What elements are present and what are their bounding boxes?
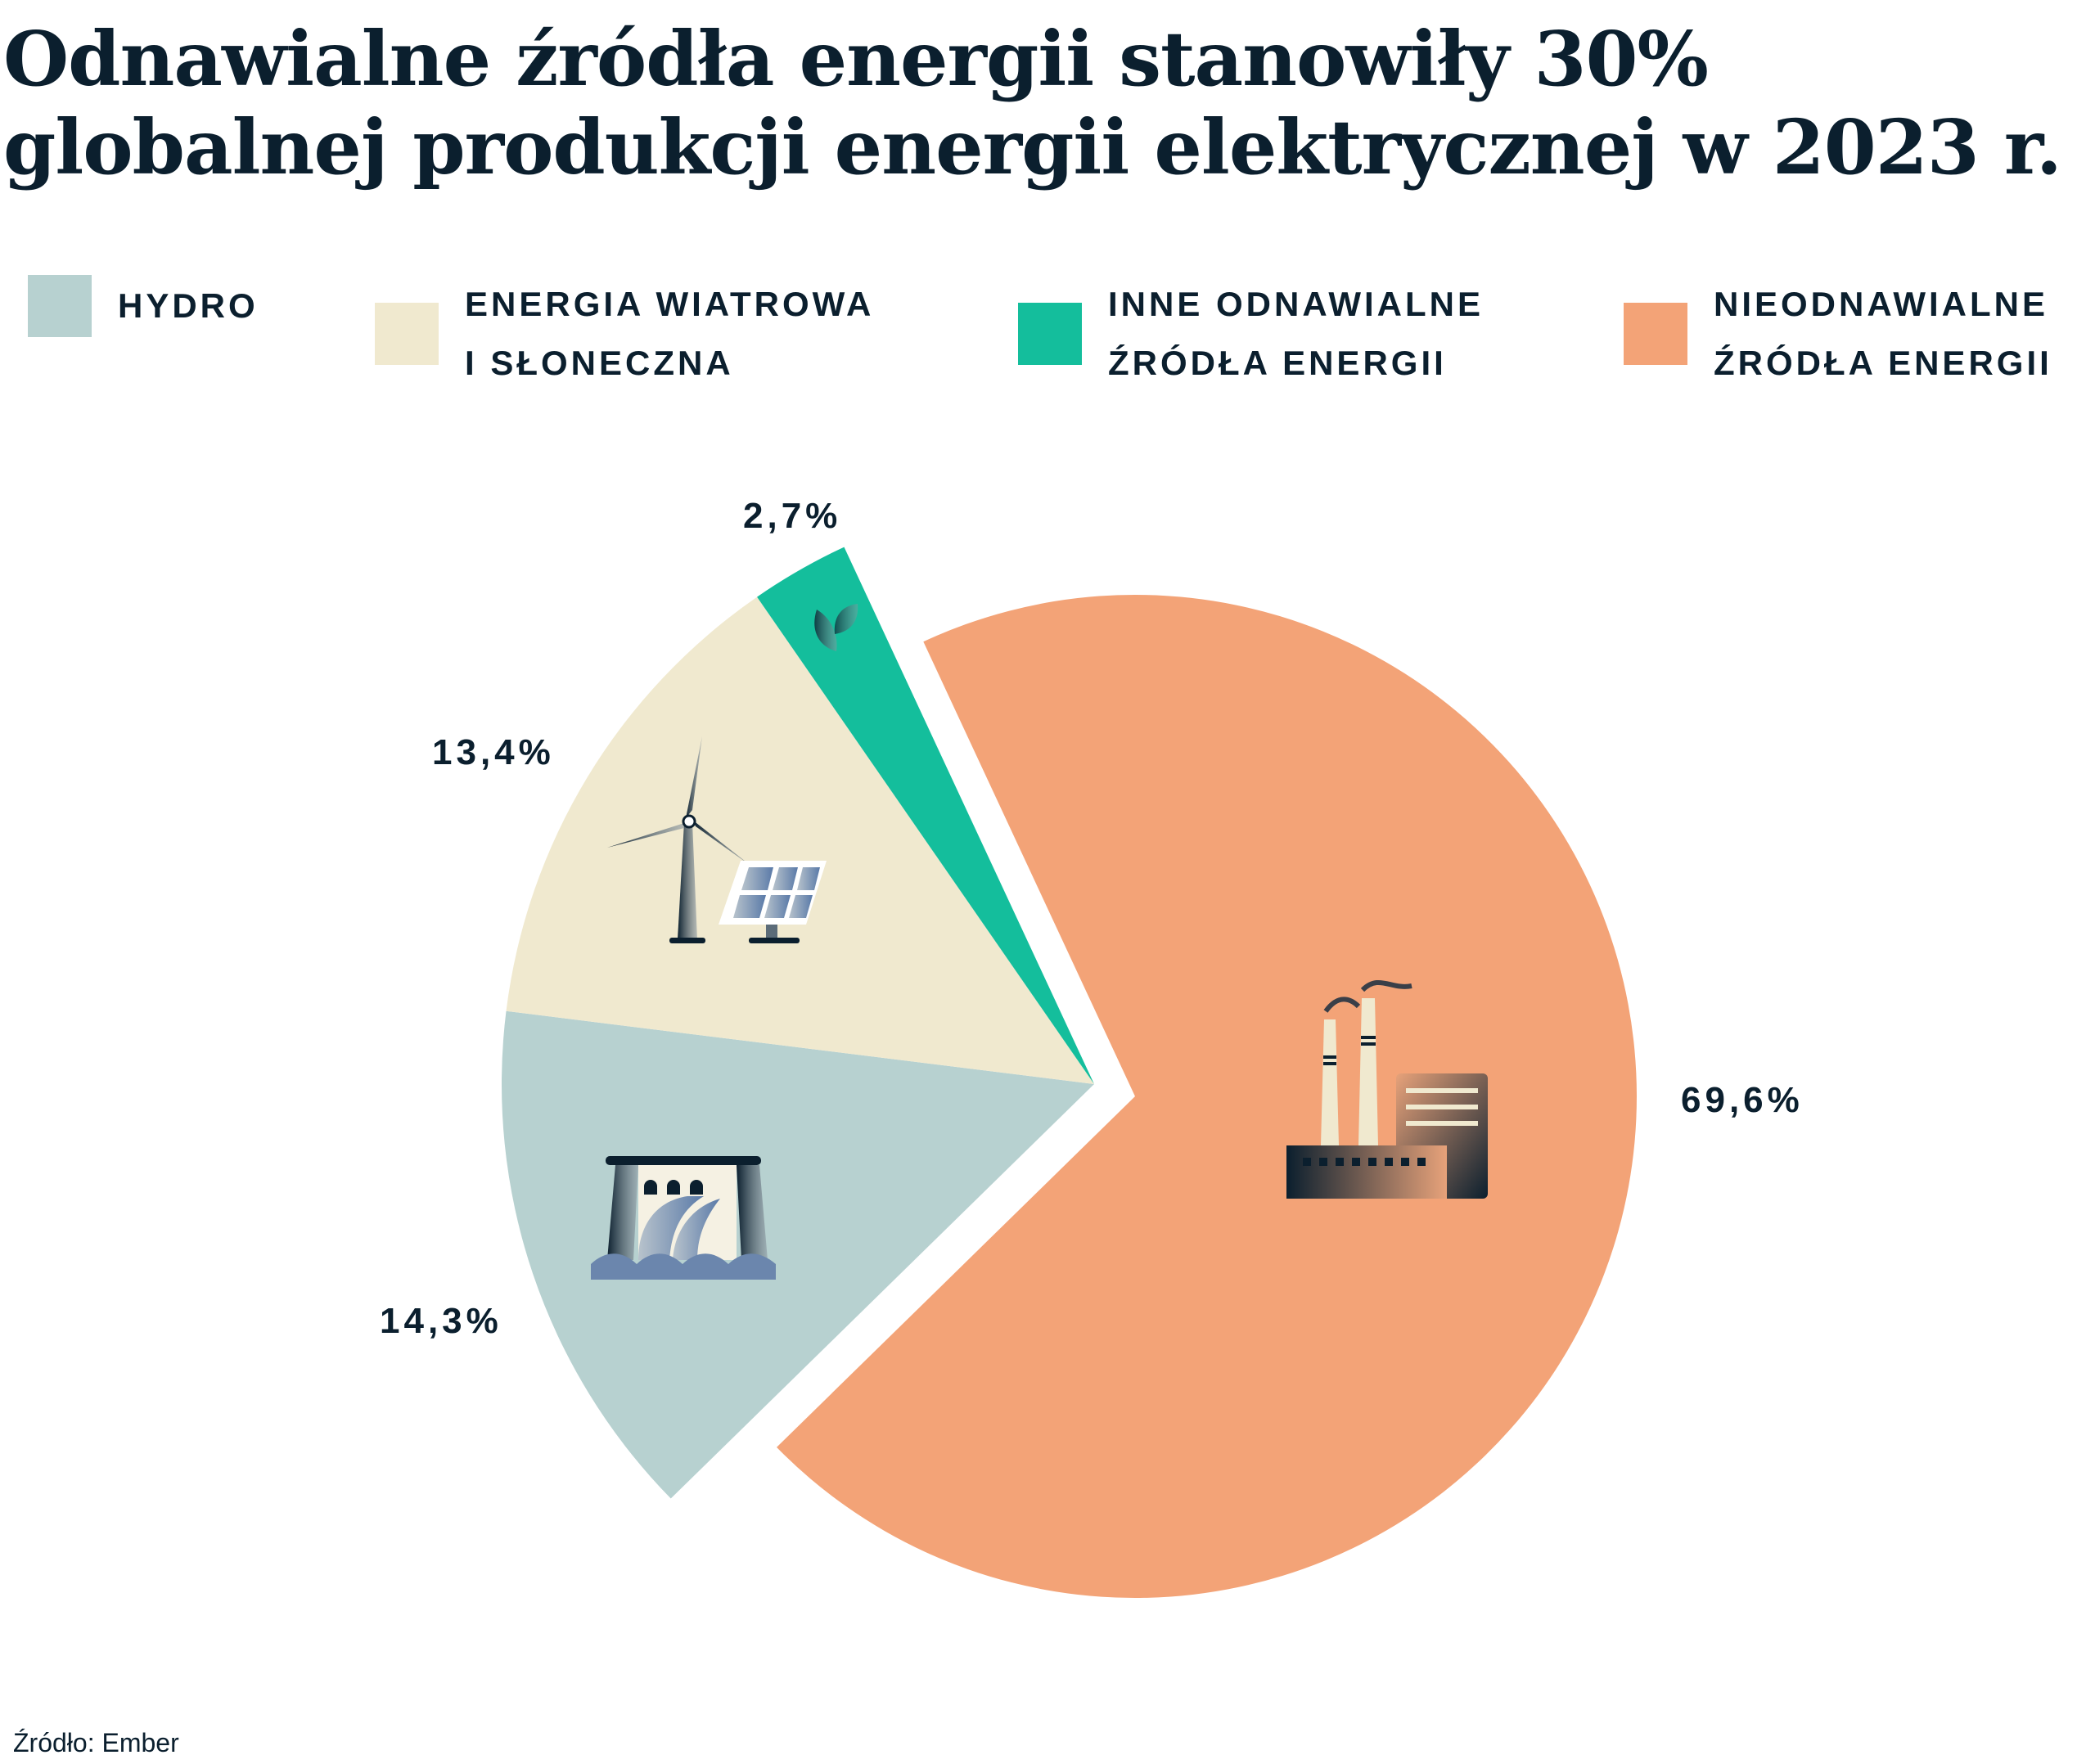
data-label-wind-solar: 13,4% [432, 732, 555, 772]
data-label-other-renewables: 2,7% [743, 496, 842, 536]
legend-item-hydro: HYDRO [28, 275, 259, 337]
slice-wind-solar [506, 596, 1094, 1084]
legend-item-other-renewables: INNE ODNAWIALNE ŹRÓDŁA ENERGII [1018, 275, 1484, 393]
source-note: Źródło: Ember [13, 1728, 179, 1757]
legend-item-non-renewables: NIEODNAWIALNE ŹRÓDŁA ENERGII [1624, 275, 2052, 393]
legend-swatch [28, 275, 92, 337]
legend-swatch [1624, 303, 1687, 365]
leaf-icon [814, 604, 858, 651]
wind-solar-icon [607, 736, 827, 943]
data-label-non-renewables: 69,6% [1681, 1080, 1804, 1120]
data-label-hydro: 14,3% [380, 1301, 502, 1341]
legend-label: HYDRO [118, 286, 259, 325]
legend-swatch [375, 303, 439, 365]
chart-title: Odnawialne źródła energii stanowiły 30% … [3, 15, 2062, 191]
legend-swatch [1018, 303, 1082, 365]
legend-label: INNE ODNAWIALNE ŹRÓDŁA ENERGII [1108, 285, 1484, 382]
slice-hydro [502, 1010, 1094, 1499]
factory-icon [1286, 979, 1488, 1199]
legend-label: NIEODNAWIALNE ŹRÓDŁA ENERGII [1714, 285, 2052, 382]
hydro-dam-icon [591, 1156, 776, 1280]
slice-non-renewables [777, 595, 1637, 1599]
legend-item-wind-solar: ENERGIA WIATROWA I SŁONECZNA [375, 275, 874, 393]
legend-label: ENERGIA WIATROWA I SŁONECZNA [465, 285, 875, 382]
slice-other-renewables [757, 547, 1094, 1084]
